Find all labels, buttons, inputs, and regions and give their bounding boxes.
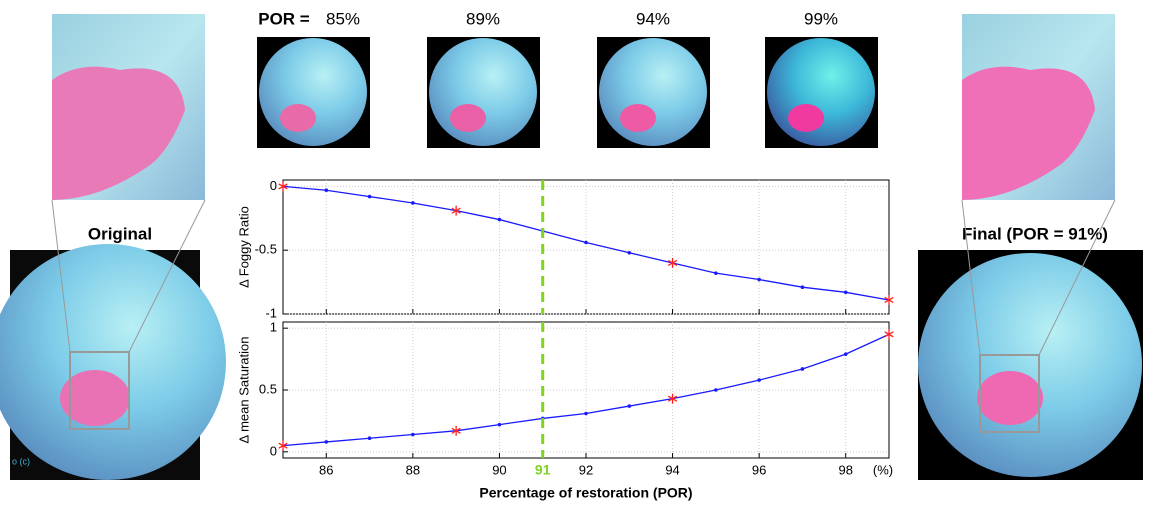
crop-blob [52,66,185,201]
y-axis-label: Δ Foggy Ratio [236,206,251,288]
highlight-marker [884,329,894,340]
highlight-marker [278,181,288,192]
original-blob [60,370,130,426]
thumb-label: 85% [326,9,360,28]
data-point [627,250,632,255]
connector [128,199,206,353]
data-point [843,290,848,295]
data-point [367,194,372,199]
star-stroke [278,183,288,190]
data-point [497,217,502,222]
thumb-label: 89% [466,9,500,28]
y-tick-label: -0.5 [255,242,277,257]
zoom-box [979,354,1040,433]
thumb-blob [788,104,824,132]
data-point [584,240,588,245]
data-point [627,404,632,408]
x-tick-label: 92 [579,462,593,477]
thumb-label: 94% [636,9,670,28]
thumbnails [257,37,878,148]
y-axis-label: Δ mean Saturation [236,337,251,444]
data-point [714,388,718,392]
x-tick-label: 98 [838,462,852,477]
thumb-blob [450,104,486,132]
star-stroke [278,442,288,449]
data-point [714,271,718,275]
original-label: Original [88,224,152,243]
crop-blob [962,66,1095,201]
y-tick-label: 1 [270,320,277,335]
thumb-blob [280,104,316,132]
highlight-marker [667,393,678,404]
data-point [497,422,502,427]
x-tick-label: 90 [492,462,506,477]
thumb-eye [599,38,707,146]
data-point [367,436,372,441]
data-point [324,440,329,444]
connector [961,199,981,356]
highlight-marker [667,257,678,268]
final-label: Final (POR = 91%) [962,224,1108,243]
zoom-box [69,351,130,430]
star-stroke [451,427,461,434]
vline-label: 91 [535,462,551,478]
star-stroke [451,207,461,214]
thumb-label: 99% [804,9,838,28]
x-tick-label: 88 [406,462,420,477]
thumb-blob [620,104,656,132]
star-stroke [667,259,678,267]
data-point [757,378,761,382]
y-tick-label: 0 [270,178,277,193]
data-point [411,432,415,437]
data-point [757,277,761,282]
thumb-eye [259,38,367,146]
data-point [584,411,588,416]
corner-text: o (c) [12,456,30,466]
por-label: POR = [258,9,310,28]
thumb-eye [429,38,537,146]
data-point [843,352,848,356]
x-tick-label: 96 [752,462,766,477]
data-point [411,201,415,205]
y-tick-label: -1 [265,305,277,320]
y-tick-label: 0.5 [259,381,277,396]
highlight-marker [451,205,461,216]
connector [1038,199,1116,356]
thumb-eye [767,38,875,146]
highlight-marker [451,425,461,436]
data-point [800,367,805,371]
y-tick-label: 0 [270,443,277,458]
original-eye [0,244,226,480]
star-stroke [667,395,678,402]
connector [51,199,71,353]
star-stroke [884,296,894,304]
final-eye [918,253,1142,477]
final-blob [977,371,1043,425]
data-point [324,188,329,193]
x-unit: (%) [873,462,893,477]
x-axis-label: Percentage of restoration (POR) [479,485,692,501]
highlight-marker [884,294,894,305]
highlight-marker [278,440,288,451]
x-tick-label: 94 [665,462,679,477]
star-stroke [884,331,894,338]
data-point [800,285,805,290]
x-tick-label: 86 [319,462,333,477]
